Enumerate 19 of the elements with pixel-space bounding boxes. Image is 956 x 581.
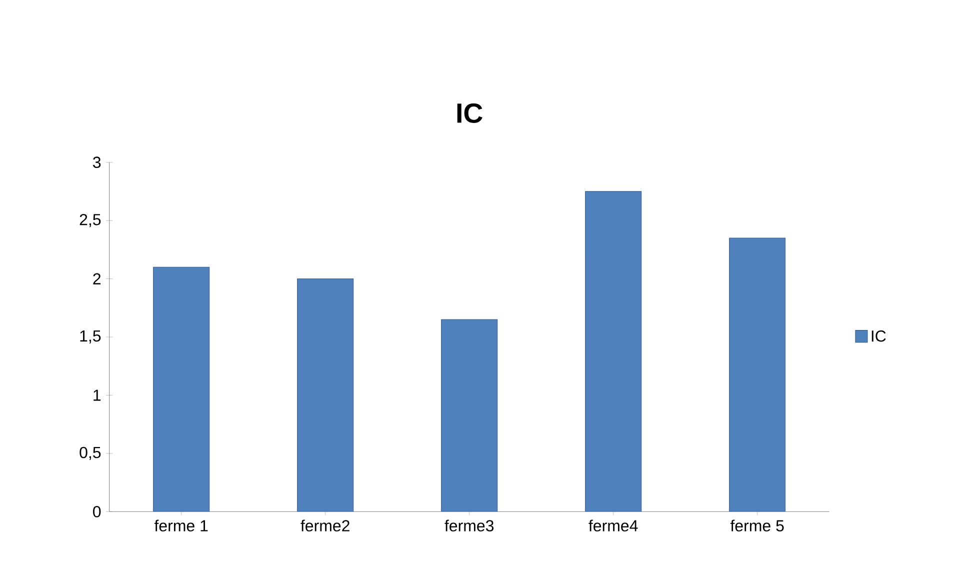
- x-tick-label: ferme3: [444, 520, 494, 532]
- bar: [297, 278, 354, 512]
- bar: [153, 266, 210, 512]
- bar: [585, 191, 642, 512]
- x-tick-label: ferme 5: [730, 520, 784, 532]
- bar: [441, 319, 498, 512]
- x-tick-label: ferme 1: [154, 520, 208, 532]
- y-tick-label: 1,5: [80, 330, 101, 344]
- y-tick-label: 1: [94, 390, 101, 401]
- x-tick-label: ferme2: [300, 520, 350, 532]
- legend-label: IC: [872, 330, 886, 342]
- x-tick-label: ferme4: [588, 520, 638, 532]
- y-tick-label: 3: [93, 156, 101, 168]
- y-tick-label: 2: [93, 273, 100, 284]
- bar: [729, 238, 786, 512]
- y-tick-label: 0: [93, 506, 101, 518]
- y-tick-label: 2,5: [80, 214, 101, 228]
- chart-title: IC: [457, 103, 482, 123]
- y-tick-label: 0,5: [80, 446, 101, 460]
